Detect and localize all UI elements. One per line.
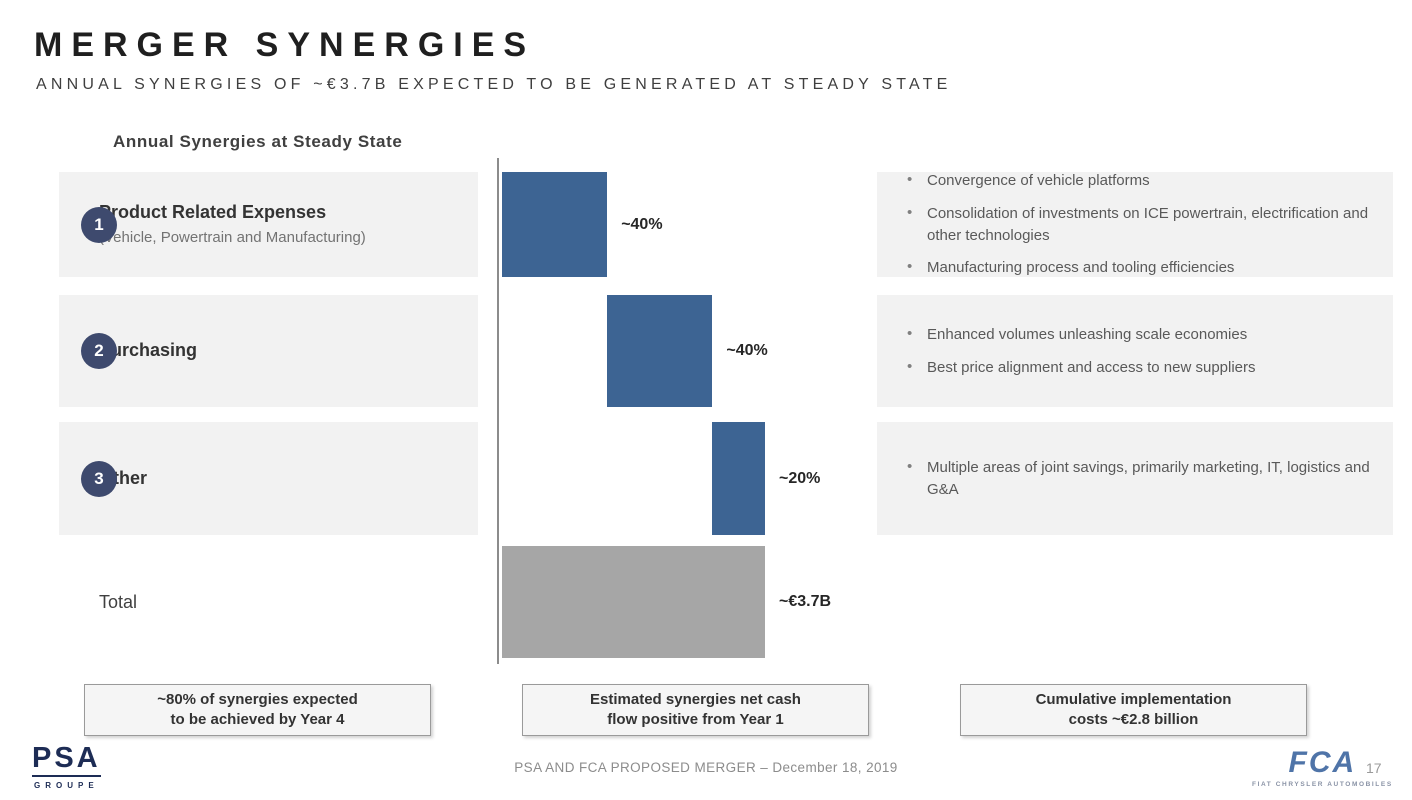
- slide-title: MERGER SYNERGIES: [34, 26, 536, 64]
- footer-caption: PSA AND FCA PROPOSED MERGER – December 1…: [514, 760, 898, 775]
- detail-box-product-related: • Convergence of vehicle platforms • Con…: [877, 170, 1393, 279]
- psa-logo-text: PSA: [32, 744, 101, 777]
- bullet-item: • Multiple areas of joint savings, prima…: [899, 457, 1371, 501]
- callout-line: costs ~€2.8 billion: [1068, 711, 1199, 728]
- row-subtitle: (Vehicle, Powertrain and Manufacturing): [99, 228, 366, 246]
- chart-title: Annual Synergies at Steady State: [113, 132, 403, 151]
- bullet-text: Convergence of vehicle platforms: [927, 172, 1150, 189]
- callout-synergies-year4: ~80% of synergies expected to be achieve…: [84, 684, 431, 736]
- badge-3: 3: [81, 460, 117, 497]
- callout-line: Cumulative implementation: [1035, 690, 1232, 708]
- page-number: 17: [1366, 760, 1382, 776]
- bullet-item: • Best price alignment and access to new…: [899, 357, 1371, 379]
- category-box-other: 3 Other: [59, 422, 478, 535]
- bullet-icon: •: [907, 457, 913, 475]
- detail-box-other: • Multiple areas of joint savings, prima…: [877, 422, 1393, 535]
- callout-line: Estimated synergies net cash: [590, 690, 801, 708]
- fca-logo: FCA FIAT CHRYSLER AUTOMOBILES: [1252, 746, 1393, 789]
- bullet-icon: •: [907, 324, 913, 342]
- bar-value-label: ~€3.7B: [779, 593, 832, 610]
- waterfall-row-total: ~€3.7B: [502, 546, 831, 658]
- fca-logo-text: FCA: [1288, 746, 1357, 779]
- bullet-text: Enhanced volumes unleashing scale econom…: [927, 325, 1248, 343]
- bullet-icon: •: [907, 357, 913, 375]
- waterfall-axis-line: [497, 158, 499, 664]
- total-row: Total: [59, 546, 478, 658]
- bullet-icon: •: [907, 258, 913, 276]
- bar-total: [502, 546, 765, 658]
- waterfall-row-product-related: ~40%: [502, 172, 765, 277]
- callout-line: to be achieved by Year 4: [170, 711, 345, 728]
- psa-groupe-logo: PSA GROUPE: [32, 744, 101, 790]
- bullet-text: Manufacturing process and tooling effici…: [927, 259, 1235, 277]
- callout-implementation-costs: Cumulative implementation costs ~€2.8 bi…: [960, 684, 1307, 736]
- bullet-text: Multiple areas of joint savings, primari…: [927, 458, 1370, 498]
- detail-box-purchasing: • Enhanced volumes unleashing scale econ…: [877, 295, 1393, 407]
- total-label: Total: [99, 591, 138, 612]
- bullet-item: • Enhanced volumes unleashing scale econ…: [899, 324, 1371, 346]
- bar-value-label: ~40%: [726, 342, 768, 359]
- bullet-icon: •: [907, 203, 913, 221]
- badge-2: 2: [81, 333, 117, 369]
- bullet-text: Consolidation of investments on ICE powe…: [927, 204, 1369, 244]
- row-title: Purchasing: [99, 340, 198, 361]
- bar-segment-other: [712, 422, 765, 535]
- row-title: Other: [99, 467, 148, 488]
- row-title: Product Related Expenses: [99, 202, 327, 223]
- badge-1: 1: [81, 206, 117, 243]
- fca-logo-subtext: FIAT CHRYSLER AUTOMOBILES: [1252, 781, 1393, 788]
- bar-segment-product-related: [502, 172, 608, 277]
- bullet-item: • Consolidation of investments on ICE po…: [899, 203, 1371, 247]
- bar-value-label: ~40%: [621, 215, 663, 233]
- callout-line: ~80% of synergies expected: [157, 690, 358, 708]
- waterfall-row-other: ~20%: [502, 422, 820, 535]
- bullet-icon: •: [907, 171, 913, 188]
- bullet-item: • Manufacturing process and tooling effi…: [899, 257, 1371, 279]
- category-box-product-related: 1 Product Related Expenses (Vehicle, Pow…: [59, 172, 478, 277]
- callout-line: flow positive from Year 1: [607, 711, 784, 728]
- waterfall-row-purchasing: ~40%: [502, 295, 768, 407]
- bar-segment-purchasing: [607, 295, 713, 407]
- category-box-purchasing: 2 Purchasing: [59, 295, 478, 407]
- psa-logo-subtext: GROUPE: [33, 781, 99, 790]
- bullet-item: • Convergence of vehicle platforms: [899, 170, 1371, 192]
- bullet-text: Best price alignment and access to new s…: [927, 358, 1256, 376]
- bar-value-label: ~20%: [779, 469, 821, 487]
- callout-cash-flow: Estimated synergies net cash flow positi…: [522, 684, 869, 736]
- slide-subtitle: ANNUAL SYNERGIES OF ~€3.7B EXPECTED TO B…: [36, 76, 952, 93]
